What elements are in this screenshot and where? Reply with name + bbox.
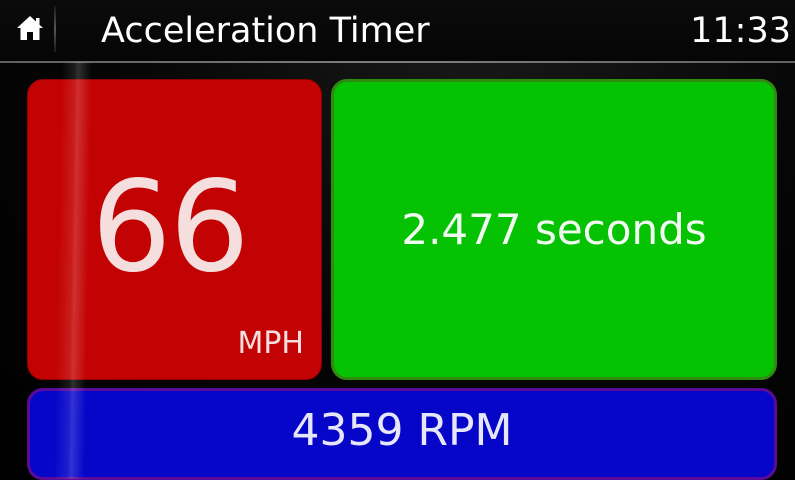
header-divider xyxy=(54,6,56,52)
speed-unit: MPH xyxy=(237,326,304,361)
home-icon xyxy=(15,14,45,46)
rpm-value: 4359 RPM xyxy=(291,405,513,456)
rpm-tile: 4359 RPM xyxy=(27,388,777,480)
header-bar: Acceleration Timer 11:33 xyxy=(0,0,795,63)
speed-value: 66 xyxy=(91,153,249,300)
header-underline xyxy=(0,61,795,63)
home-button[interactable] xyxy=(8,8,52,52)
timer-tile: 2.477 seconds xyxy=(331,79,777,380)
timer-value: 2.477 seconds xyxy=(401,204,707,254)
clock: 11:33 xyxy=(690,11,791,51)
app-title: Acceleration Timer xyxy=(101,11,430,51)
speed-tile: 66 MPH xyxy=(27,79,322,380)
